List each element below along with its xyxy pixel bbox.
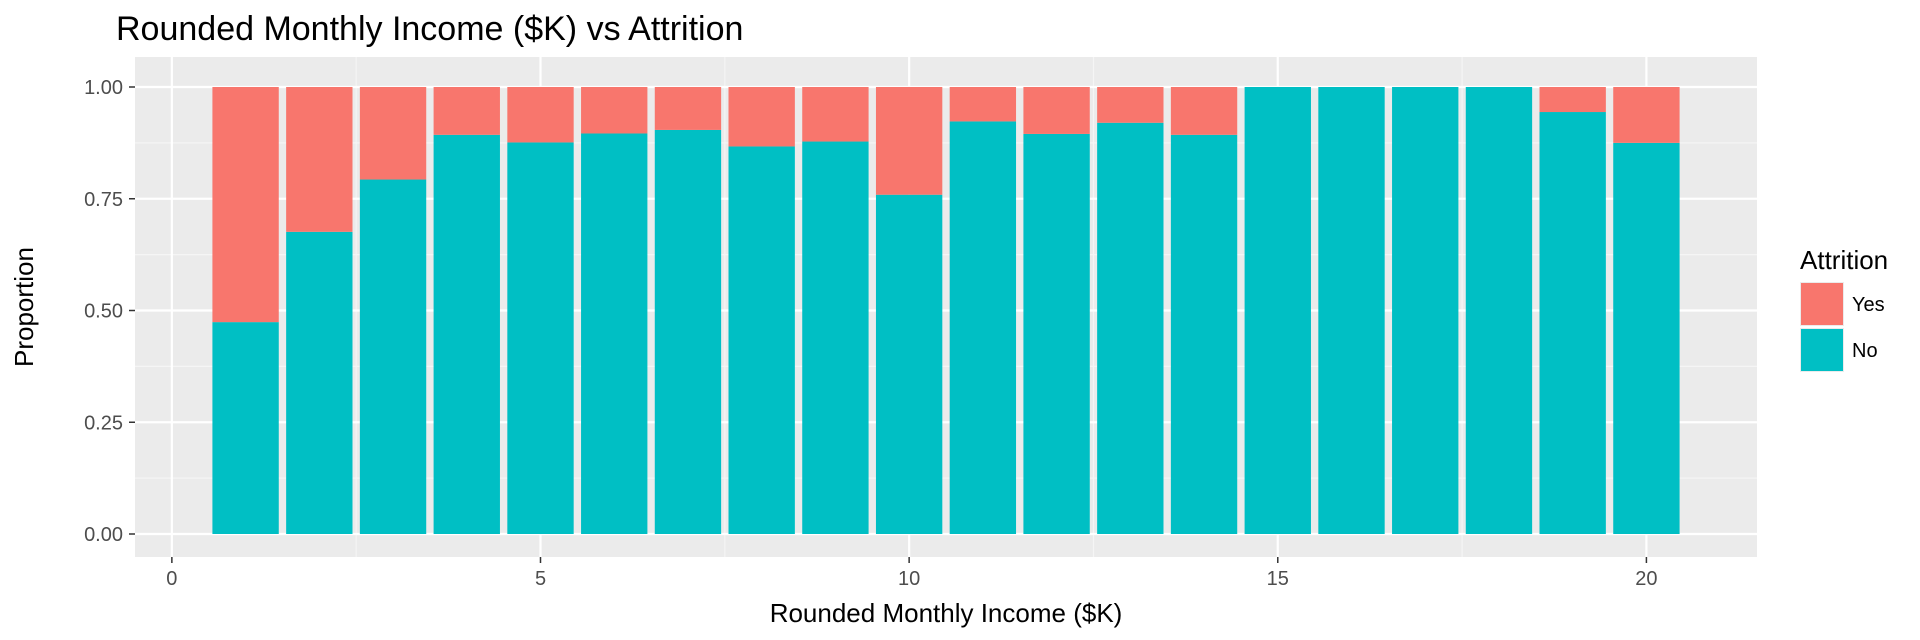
bar-no <box>286 231 353 534</box>
bar-no <box>949 121 1017 534</box>
y-tick-label: 0.75 <box>84 189 123 211</box>
x-axis-title: Rounded Monthly Income ($K) <box>770 598 1123 628</box>
bar-yes <box>949 87 1017 122</box>
bar-no <box>433 134 500 535</box>
bar-yes <box>728 87 795 147</box>
bars <box>212 87 1680 535</box>
bar-yes <box>1539 87 1606 113</box>
x-tick-label: 5 <box>535 568 546 590</box>
bar-no <box>1097 122 1164 534</box>
bar-no <box>728 146 795 535</box>
bar-yes <box>212 87 279 323</box>
bar-no <box>1392 87 1459 534</box>
y-tick-label: 0.25 <box>84 412 123 434</box>
bar-yes <box>359 87 427 180</box>
legend-label-no: No <box>1852 340 1878 362</box>
legend-key-no <box>1801 329 1843 371</box>
x-tick-label: 10 <box>898 568 920 590</box>
legend: Attrition Yes No <box>1800 245 1888 372</box>
bar-no <box>581 133 648 534</box>
chart-title: Rounded Monthly Income ($K) vs Attrition <box>116 10 743 48</box>
bar-yes <box>875 87 943 195</box>
y-axis-title: Proportion <box>9 247 39 367</box>
bar-no <box>875 194 943 535</box>
y-tick-label: 0.50 <box>84 301 123 323</box>
x-tick-label: 20 <box>1635 568 1657 590</box>
y-tick-label: 0.00 <box>84 524 123 546</box>
bar-yes <box>1170 87 1238 135</box>
bar-no <box>1318 87 1385 534</box>
bar-yes <box>802 87 869 142</box>
bar-yes <box>581 87 648 134</box>
bar-yes <box>1097 87 1164 123</box>
bar-no <box>212 322 279 534</box>
bar-no <box>1539 112 1606 535</box>
x-tick-label: 0 <box>166 568 177 590</box>
axes: 0.00 0.25 0.50 0.75 1.00 0 5 10 15 20 <box>84 77 1657 590</box>
bar-no <box>1170 134 1238 535</box>
legend-key-yes <box>1801 283 1843 325</box>
bar-no <box>1244 87 1311 534</box>
bar-no <box>654 129 722 535</box>
bar-no <box>802 141 869 534</box>
y-tick-label: 1.00 <box>84 77 123 99</box>
legend-title: Attrition <box>1800 245 1888 275</box>
bar-yes <box>433 87 500 135</box>
bar-no <box>507 142 574 535</box>
x-tick-label: 15 <box>1267 568 1289 590</box>
bar-no <box>1613 142 1680 534</box>
bar-yes <box>1613 87 1680 143</box>
bar-no <box>1465 87 1533 534</box>
bar-yes <box>1023 87 1090 134</box>
legend-label-yes: Yes <box>1852 294 1885 316</box>
bar-yes <box>507 87 574 143</box>
bar-yes <box>654 87 722 130</box>
bar-no <box>359 179 427 535</box>
bar-no <box>1023 133 1090 534</box>
bar-yes <box>286 87 353 232</box>
